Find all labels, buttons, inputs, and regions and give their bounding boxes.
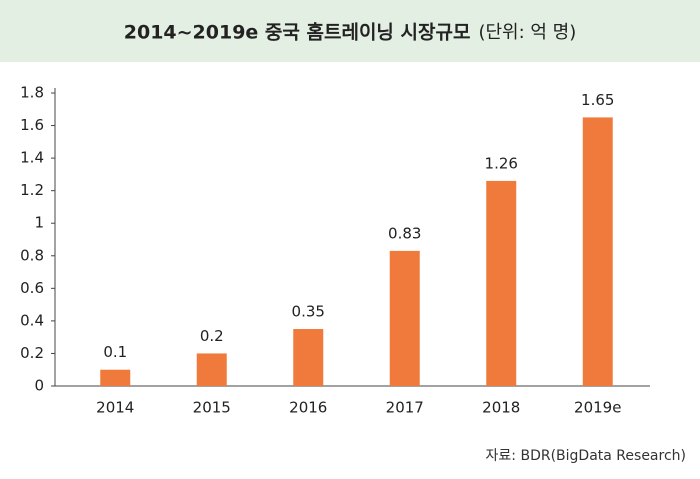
x-tick-label: 2016 bbox=[289, 399, 327, 417]
x-tick-label: 2019e bbox=[574, 399, 621, 417]
data-label: 1.26 bbox=[485, 154, 518, 172]
y-tick-label: 1.4 bbox=[20, 149, 44, 167]
data-label: 0.83 bbox=[388, 224, 421, 242]
bar bbox=[582, 117, 613, 387]
bar bbox=[389, 250, 420, 386]
data-label: 0.1 bbox=[103, 343, 127, 361]
y-tick-label: 0.2 bbox=[20, 344, 44, 362]
y-tick-label: 0.6 bbox=[20, 279, 44, 297]
x-tick-label: 2015 bbox=[193, 399, 231, 417]
chart-unit: (단위: 억 명) bbox=[478, 22, 576, 43]
data-label: 0.2 bbox=[200, 327, 224, 345]
title-banner bbox=[0, 0, 700, 62]
y-tick-label: 1.2 bbox=[20, 181, 44, 199]
source-note: 자료: BDR(BigData Research) bbox=[486, 448, 686, 464]
y-tick-label: 0.8 bbox=[20, 246, 44, 264]
bar bbox=[293, 329, 324, 386]
y-tick-label: 0.4 bbox=[20, 311, 44, 329]
data-label: 1.65 bbox=[581, 91, 614, 109]
bar bbox=[196, 353, 227, 386]
bar bbox=[486, 180, 517, 386]
y-tick-label: 1.6 bbox=[20, 116, 44, 134]
y-tick-label: 1.8 bbox=[20, 84, 44, 102]
bar bbox=[100, 369, 131, 386]
y-tick-label: 1 bbox=[34, 214, 44, 232]
chart-title: 2014~2019e 중국 홈트레이닝 시장규모 bbox=[124, 21, 471, 44]
y-tick-label: 0 bbox=[34, 377, 44, 395]
x-tick-label: 2014 bbox=[96, 399, 134, 417]
x-tick-label: 2018 bbox=[482, 399, 520, 417]
x-tick-label: 2017 bbox=[386, 399, 424, 417]
data-label: 0.35 bbox=[292, 303, 325, 321]
